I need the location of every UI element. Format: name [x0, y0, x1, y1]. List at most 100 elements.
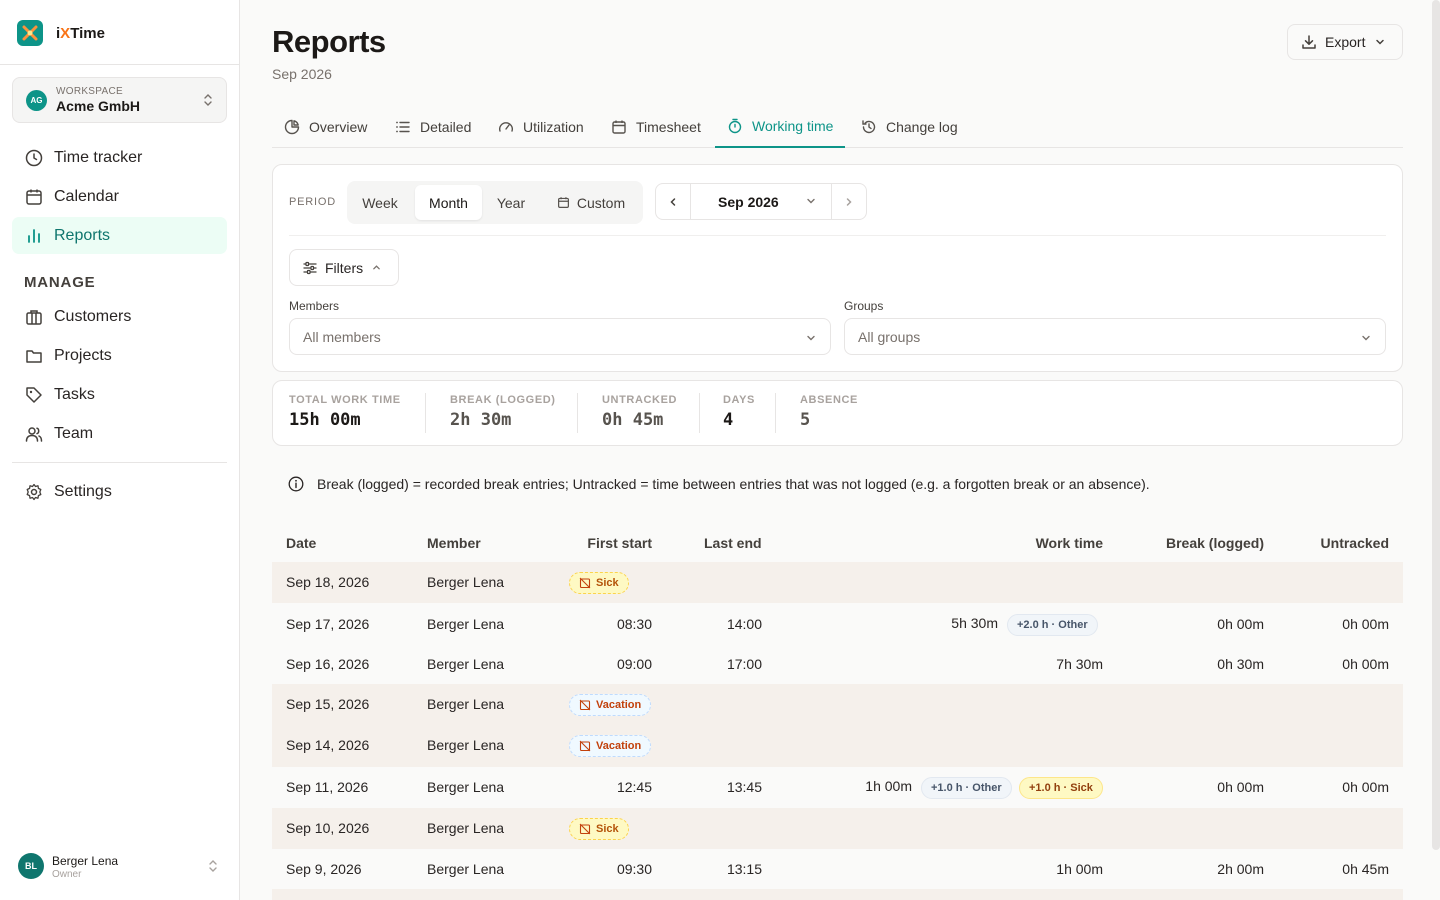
- bar-chart-icon: [24, 226, 44, 246]
- stat-label: UNTRACKED: [602, 394, 678, 406]
- table-row[interactable]: Sep 9, 2026 Berger Lena 09:30 13:15 1h 0…: [272, 849, 1403, 889]
- chevron-down-icon: [807, 335, 815, 341]
- info-note: Break (logged) = recorded break entries;…: [288, 476, 1150, 492]
- table-row[interactable]: Sep 14, 2026 Berger Lena Vacation: [272, 726, 1403, 767]
- tab-working-time[interactable]: Working time: [715, 106, 845, 148]
- folder-icon: [24, 346, 44, 366]
- tag-icon: [24, 385, 44, 405]
- calendar-off-icon: [579, 823, 591, 835]
- app-name: iXTime: [56, 24, 105, 42]
- timer-icon: [728, 118, 742, 134]
- column-header-first-start[interactable]: First start: [587, 535, 652, 551]
- cell-date: Sep 16, 2026: [286, 656, 370, 672]
- absence-credit-chip: +1.0 h · Other: [921, 777, 1012, 799]
- cell-date: Sep 9, 2026: [286, 861, 362, 877]
- tab-utilization[interactable]: Utilization: [498, 106, 584, 148]
- tab-overview[interactable]: Overview: [284, 106, 367, 148]
- cell-first-start: 12:45: [616, 779, 652, 795]
- groups-label: Groups: [844, 299, 884, 313]
- table-row[interactable]: Sep 18, 2026 Berger Lena Sick: [272, 562, 1403, 603]
- absence-credit-chip: +2.0 h · Other: [1007, 614, 1098, 636]
- divider: [577, 393, 578, 433]
- sidebar-item-settings[interactable]: Settings: [12, 473, 227, 510]
- cell-member: Berger Lena: [427, 820, 505, 836]
- sidebar-item-calendar[interactable]: Calendar: [12, 178, 227, 215]
- badge-label: Sick: [596, 577, 619, 589]
- cell-last-end: 13:45: [726, 779, 762, 795]
- column-header-break-logged[interactable]: Break (logged): [1165, 535, 1264, 551]
- column-header-member[interactable]: Member: [427, 535, 481, 551]
- export-button[interactable]: Export: [1287, 24, 1403, 60]
- filters-label: Filters: [325, 259, 364, 276]
- groups-select[interactable]: All groups: [844, 318, 1386, 355]
- table-row[interactable]: Sep 11, 2026 Berger Lena 12:45 13:45 1h …: [272, 767, 1403, 807]
- scrollbar[interactable]: [1432, 0, 1440, 850]
- filters-toggle-button[interactable]: Filters: [289, 249, 399, 286]
- sidebar-item-label: Calendar: [54, 187, 119, 205]
- stat-total-work-time: TOTAL WORK TIME 15h 00m: [289, 394, 401, 430]
- user-menu[interactable]: BL Berger Lena Owner: [18, 853, 118, 880]
- sidebar-item-customers[interactable]: Customers: [12, 298, 227, 335]
- current-period-label[interactable]: Sep 2026: [718, 194, 779, 210]
- table-row[interactable]: Sep 16, 2026 Berger Lena 09:00 17:00 7h …: [272, 644, 1403, 684]
- pie-chart-icon: [284, 119, 300, 135]
- sidebar-item-label: Settings: [54, 482, 112, 500]
- cell-work-time: 5h 30m: [951, 615, 998, 631]
- calendar-off-icon: [579, 699, 591, 711]
- column-header-work-time[interactable]: Work time: [1035, 535, 1103, 551]
- sidebar-item-time-tracker[interactable]: Time tracker: [12, 139, 227, 176]
- tab-label: Change log: [886, 119, 958, 135]
- stat-untracked: UNTRACKED 0h 45m: [602, 394, 677, 430]
- absence-badge-sick: Sick: [569, 572, 629, 594]
- chevron-up-icon: [373, 265, 380, 270]
- page-title: Reports: [272, 24, 386, 59]
- download-icon: [1302, 35, 1316, 49]
- sidebar-item-projects[interactable]: Projects: [12, 337, 227, 374]
- stat-value: 4: [723, 410, 734, 430]
- sidebar-item-tasks[interactable]: Tasks: [12, 376, 227, 413]
- column-header-last-end[interactable]: Last end: [704, 535, 762, 551]
- cell-break: 0h 30m: [1217, 656, 1264, 672]
- app-logo[interactable]: iXTime: [17, 20, 105, 46]
- badge-label: Vacation: [596, 740, 642, 752]
- divider: [699, 393, 700, 433]
- tab-timesheet[interactable]: Timesheet: [611, 106, 701, 148]
- sidebar-item-reports[interactable]: Reports: [12, 217, 227, 254]
- column-header-date[interactable]: Date: [286, 535, 317, 551]
- divider: [289, 235, 1386, 236]
- period-year-button[interactable]: Year: [496, 194, 526, 211]
- tab-change-log[interactable]: Change log: [861, 106, 958, 148]
- calendar-icon: [24, 187, 44, 207]
- period-label: PERIOD: [289, 196, 336, 208]
- absence-badge-vacation: Vacation: [569, 735, 652, 757]
- gear-icon: [24, 482, 44, 502]
- sidebar-item-label: Customers: [54, 307, 132, 325]
- avatar: BL: [18, 853, 44, 879]
- chevron-down-icon: [1362, 335, 1370, 341]
- chevron-down-icon[interactable]: [806, 196, 816, 206]
- period-week-button[interactable]: Week: [362, 194, 398, 211]
- previous-period-button[interactable]: [656, 184, 691, 219]
- table-row[interactable]: [272, 889, 1403, 900]
- page-subtitle: Sep 2026: [272, 66, 332, 82]
- export-label: Export: [1325, 34, 1366, 50]
- table-row[interactable]: Sep 10, 2026 Berger Lena Sick: [272, 808, 1403, 849]
- stat-value: 2h 30m: [450, 410, 512, 430]
- chevron-up-down-icon[interactable]: [207, 858, 219, 874]
- cell-date: Sep 18, 2026: [286, 574, 370, 590]
- next-period-button[interactable]: [831, 184, 866, 219]
- users-icon: [24, 424, 44, 444]
- table-row[interactable]: Sep 17, 2026 Berger Lena 08:30 14:00 5h …: [272, 604, 1403, 644]
- cell-member: Berger Lena: [427, 656, 505, 672]
- stat-label: ABSENCE: [800, 394, 858, 406]
- divider: [12, 462, 227, 463]
- user-name: Berger Lena: [52, 854, 119, 868]
- workspace-switcher[interactable]: AG WORKSPACE Acme GmbH: [12, 77, 227, 123]
- period-month-button[interactable]: Month: [415, 185, 482, 220]
- members-select[interactable]: All members: [289, 318, 831, 355]
- tab-detailed[interactable]: Detailed: [395, 106, 471, 148]
- column-header-untracked[interactable]: Untracked: [1320, 535, 1389, 551]
- table-row[interactable]: Sep 15, 2026 Berger Lena Vacation: [272, 684, 1403, 725]
- period-custom-button[interactable]: Custom: [543, 185, 639, 220]
- sidebar-item-team[interactable]: Team: [12, 415, 227, 452]
